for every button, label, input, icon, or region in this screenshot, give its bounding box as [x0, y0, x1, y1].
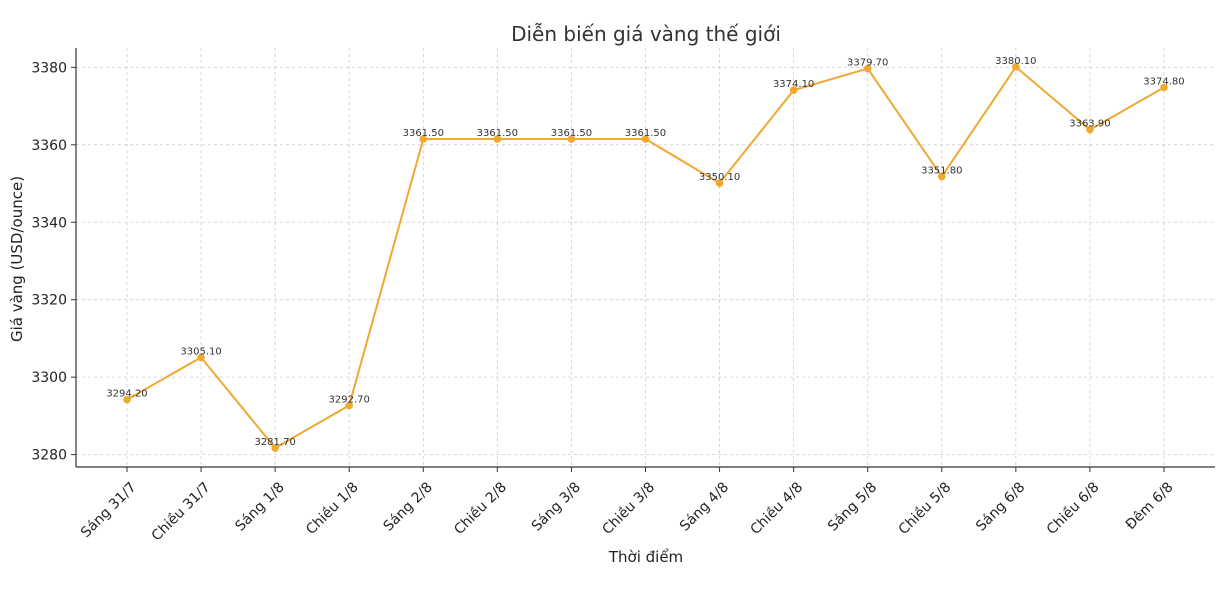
x-tick-label: Đêm 6/8	[1123, 479, 1177, 533]
data-label: 3294.20	[106, 389, 147, 400]
data-label: 3380.10	[995, 56, 1036, 67]
data-point	[641, 135, 650, 143]
data-label: 3363.90	[1069, 119, 1110, 130]
data-label: 3351.80	[921, 166, 962, 177]
data-point	[493, 135, 502, 143]
x-tick-label: Chiều 31/7	[148, 479, 214, 545]
data-label: 3374.80	[1143, 76, 1184, 87]
y-tick-label: 3320	[31, 293, 67, 309]
data-label: 3361.50	[403, 128, 444, 139]
data-point	[271, 444, 279, 452]
series-layer: 3294.20 3305.10 3281.70 3292.70 3361.50 3361.…	[106, 56, 1185, 452]
x-tick-label: Chiều 4/8	[747, 479, 806, 538]
data-point	[197, 353, 205, 362]
y-tick-label: 3360	[31, 138, 67, 154]
x-tick-label: Chiều 3/8	[599, 479, 658, 538]
grid	[76, 48, 1215, 467]
data-point	[345, 401, 354, 410]
x-tick-label: Sáng 4/8	[677, 479, 732, 534]
data-label: 3374.10	[773, 79, 814, 90]
data-label: 3361.50	[625, 128, 666, 139]
data-label: 3361.50	[551, 128, 592, 139]
data-point	[863, 64, 872, 73]
y-tick-label: 3300	[31, 370, 67, 386]
data-point	[1012, 63, 1020, 71]
data-point	[789, 86, 798, 95]
y-axis-label: Giá vàng (USD/ounce)	[8, 176, 26, 342]
x-tick-label: Sáng 31/7	[78, 479, 140, 541]
y-tick-label: 3340	[31, 215, 67, 231]
data-label: 3361.50	[477, 128, 518, 139]
data-point	[123, 395, 131, 404]
data-point	[715, 179, 724, 187]
x-tick-label: Sáng 6/8	[973, 479, 1028, 534]
data-point	[1160, 83, 1168, 92]
data-point	[419, 135, 428, 143]
data-point	[567, 135, 576, 143]
x-tick-label: Chiều 1/8	[302, 479, 361, 538]
x-tick-label: Chiều 5/8	[895, 479, 954, 538]
y-tick-label: 3280	[31, 448, 67, 464]
data-label: 3305.10	[180, 346, 221, 357]
data-label: 3281.70	[254, 437, 295, 448]
x-tick-label: Sáng 5/8	[825, 479, 880, 534]
chart-title: Diễn biến giá vàng thế giới	[511, 22, 781, 46]
data-point	[937, 172, 946, 181]
data-point	[1086, 125, 1094, 134]
data-label: 3350.10	[699, 172, 740, 183]
x-tick-label: Chiều 6/8	[1043, 479, 1102, 538]
x-tick-label: Chiều 2/8	[451, 479, 510, 538]
x-tick-label: Sáng 3/8	[529, 479, 584, 534]
x-axis-label: Thời điểm	[608, 548, 683, 566]
x-tick-label: Sáng 2/8	[381, 479, 436, 534]
x-tick-label: Sáng 1/8	[232, 479, 287, 534]
data-label: 3379.70	[847, 58, 888, 69]
data-label: 3292.70	[329, 394, 370, 405]
y-tick-label: 3380	[31, 60, 67, 76]
